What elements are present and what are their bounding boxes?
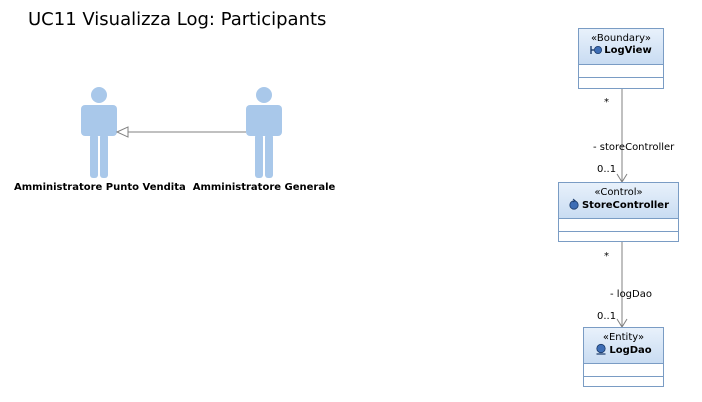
class-name-logdao: LogDao [609, 345, 652, 356]
attributes-compartment [584, 364, 663, 377]
association-controller-dao [616, 242, 628, 328]
class-box-logdao[interactable]: «Entity» LogDao [583, 327, 664, 387]
role-label-logdao: - logDao [610, 289, 652, 300]
class-name-storecontroller: StoreController [581, 200, 670, 211]
class-name-logview: LogView [604, 45, 652, 56]
target-multiplicity-dao: 0..1 [597, 311, 617, 322]
entity-icon [595, 343, 607, 359]
boundary-icon [590, 45, 603, 59]
source-multiplicity-view: * [604, 97, 609, 108]
operations-compartment [579, 78, 663, 89]
attributes-compartment [579, 65, 663, 78]
association-view-controller [616, 89, 628, 183]
source-multiplicity-controller: * [604, 251, 609, 262]
generalization-arrow [115, 126, 246, 138]
operations-compartment [584, 377, 663, 387]
target-multiplicity-controller: 0..1 [597, 164, 617, 175]
operations-compartment [559, 232, 678, 242]
diagram-title: UC11 Visualizza Log: Participants [28, 9, 327, 30]
stereotype-entity: «Entity» [602, 332, 645, 343]
stereotype-control: «Control» [594, 187, 643, 198]
control-icon [568, 198, 580, 214]
actor-label-generale: Amministratore Generale [192, 182, 336, 193]
actor-figure-punto-vendita[interactable] [81, 87, 117, 178]
role-label-storecontroller: - storeController [593, 142, 675, 153]
stereotype-boundary: «Boundary» [590, 33, 652, 44]
class-box-storecontroller[interactable]: «Control» StoreController [558, 182, 679, 242]
actor-figure-generale[interactable] [246, 87, 282, 178]
attributes-compartment [559, 219, 678, 232]
class-box-logview[interactable]: «Boundary» LogView [578, 28, 664, 89]
actor-label-punto-vendita: Amministratore Punto Vendita [14, 182, 186, 193]
